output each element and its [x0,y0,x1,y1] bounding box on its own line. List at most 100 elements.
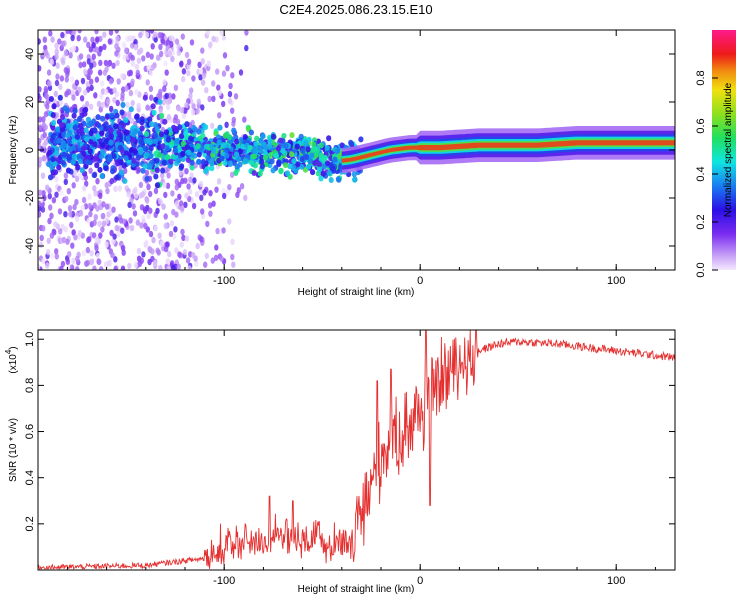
spectrogram-ridge-cell [66,139,72,145]
spectrogram-noise-cell [149,94,154,101]
spectrogram-noise-cell [40,172,46,179]
spectrogram-noise-cell [54,48,59,55]
spectrogram-noise-cell [99,266,104,270]
spectrogram-noise-cell [109,105,114,113]
spectrogram-noise-cell [48,30,53,37]
spectrogram-ridge-cell [87,148,93,155]
spectrogram-noise-cell [85,246,91,254]
spectrogram-noise-cell [146,212,151,220]
spectrogram-noise-cell [101,212,106,220]
spectrogram-noise-cell [233,93,239,100]
spectrogram-noise-cell [189,87,194,94]
spectrogram-ridge-cell [160,167,166,174]
spectrogram-noise-cell [204,87,209,94]
spectrogram-ridge-cell [289,151,295,158]
spectrogram-noise-cell [174,211,179,218]
spectrogram-noise-cell [205,220,210,228]
spectrogram-ridge-cell [59,122,65,128]
spectrogram-ridge-cell [48,174,54,181]
spectrogram-ridge-cell [189,164,195,171]
spectrogram-noise-cell [181,234,186,241]
spectrogram-noise-cell [50,36,55,43]
spectrogram-noise-cell [199,236,204,243]
spectrogram-ridge-cell [177,124,183,131]
spectrogram-ytick-label: -20 [24,190,36,206]
spectrogram-ridge-cell [196,128,202,135]
spectrogram-ridge-cell [99,130,105,137]
spectrogram-ridge-cell [260,133,266,140]
spectrogram-noise-cell [227,90,233,98]
spectrogram-ridge-cell [100,115,106,122]
spectrogram-noise-cell [74,79,80,86]
spectrogram-noise-cell [60,260,66,268]
spectrogram-noise-cell [147,245,152,253]
spectrogram-noise-cell [166,265,171,270]
snr-panel: -100 0 100 0.2 0.4 0.6 0.8 1.0 Height of straig… [4,329,676,595]
spectrogram-ridge-cell [131,131,137,137]
spectrogram-noise-cell [225,65,230,72]
spectrogram-noise-cell [38,86,42,93]
spectrogram-ridge-cell [56,137,62,144]
spectrogram-noise-cell [41,190,46,197]
spectrogram-noise-cell [88,46,94,53]
spectrogram-noise-cell [46,237,51,244]
spectrogram-noise-cell [47,193,52,200]
snr-xlabel: Height of straight line (km) [298,584,415,595]
spectrogram-ridge-cell [235,156,242,162]
spectrogram-noise-cell [59,265,64,270]
spectrogram-ridge-cell [164,145,170,152]
spectrogram-noise-cell [108,30,114,36]
spectrogram-panel: -100 0 100 -40 -20 0 20 40 Height of straight l… [8,29,676,298]
spectrogram-noise-cell [186,63,191,70]
spectrogram-noise-cell [38,211,42,218]
spectrogram-ridge-cell [55,126,61,133]
spectrogram-noise-cell [94,46,99,53]
spectrogram-noise-cell [174,200,180,207]
spectrogram-noise-cell [102,31,107,38]
spectrogram-noise-cell [78,53,84,60]
spectrogram-noise-cell [215,68,220,75]
spectrogram-noise-cell [244,44,249,52]
spectrogram-ridge-cell [108,127,114,134]
spectrogram-noise-cell [117,185,123,192]
spectrogram-noise-cell [71,94,76,101]
spectrogram-ridge-cell [83,127,89,134]
spectrogram-ridge-cell [224,152,230,159]
spectrogram-ridge-cell [216,139,222,146]
spectrogram-noise-cell [127,201,132,209]
spectrogram-ridge-cell [120,101,126,108]
spectrogram-noise-cell [57,38,62,45]
spectrogram-noise-cell [243,194,248,202]
spectrogram-noise-cell [88,103,94,111]
spectrogram-noise-cell [71,229,76,236]
spectrogram-noise-cell [94,244,99,252]
spectrogram-noise-cell [171,264,176,270]
spectrogram-noise-cell [141,55,146,62]
spectrogram-noise-cell [142,206,147,213]
spectrogram-ridge-cell [283,143,289,150]
spectrogram-noise-cell [170,190,175,197]
spectrogram-noise-cell [63,67,68,74]
spectrogram-noise-cell [164,245,169,253]
spectrogram-ridge-cell [260,141,266,148]
spectrogram-ridge-cell [269,158,275,165]
spectrogram-ridge-cell [227,161,233,167]
spectrogram-noise-cell [41,116,46,123]
spectrogram-noise-cell [39,234,44,242]
spectrogram-ridge-cell [200,132,206,139]
spectrogram-noise-cell [151,236,156,244]
spectrogram-noise-cell [217,112,222,119]
spectrogram-noise-cell [176,43,181,50]
spectrogram-noise-cell [104,203,110,210]
spectrogram-ridge-cell [77,123,83,129]
spectrogram-ridge-cell [139,125,145,132]
spectrogram-noise-cell [176,263,181,270]
spectrogram-ridge-cell [248,159,254,166]
spectrogram-noise-cell [63,211,68,218]
spectrogram-noise-cell [59,189,64,196]
spectrogram-noise-cell [199,194,204,201]
spectrogram-noise-cell [113,265,118,270]
spectrogram-noise-cell [179,241,184,248]
spectrogram-ridge-cell [97,166,103,173]
spectrogram-noise-cell [83,36,88,43]
